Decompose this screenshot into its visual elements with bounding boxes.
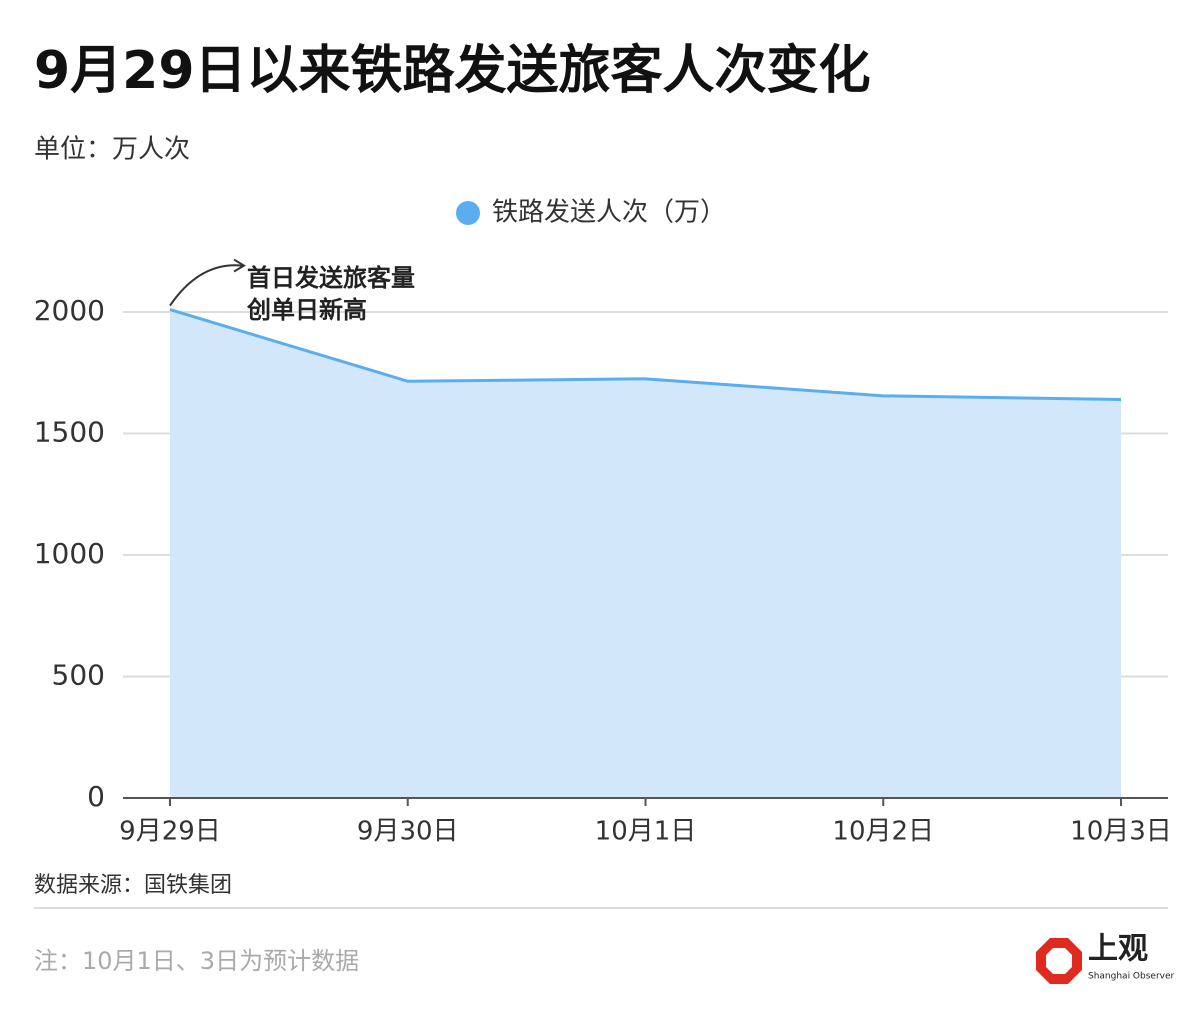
x-tick-label: 9月29日 (119, 817, 221, 847)
source: 数据来源：国铁集团 (34, 873, 232, 898)
y-tick-label: 2000 (34, 294, 105, 327)
subtitle: 单位：万人次 (34, 135, 190, 165)
annotation-arrow (169, 264, 243, 307)
y-tick-label: 500 (52, 659, 105, 692)
x-tick-label: 9月30日 (357, 817, 459, 847)
legend (456, 201, 480, 225)
y-tick-label: 0 (87, 780, 105, 813)
logo-icon-inner (1046, 948, 1072, 974)
y-tick-label: 1500 (34, 416, 105, 449)
annotation-arrowhead (233, 258, 246, 273)
area (170, 309, 1121, 798)
x-tick-label: 10月3日 (1070, 817, 1172, 847)
legend-label: 铁路发送人次（万） (492, 198, 726, 228)
logo-text: 上观 (1088, 932, 1148, 967)
x-tick-label: 10月2日 (832, 817, 934, 847)
note: 注：10月1日、3日为预计数据 (34, 947, 359, 975)
annotation: 首日发送旅客量 (247, 264, 415, 292)
x-tick-label: 10月1日 (595, 817, 697, 847)
logo-subtext: Shanghai Observer (1088, 972, 1175, 982)
chart-title: 9月29日以来铁路发送旅客人次变化 (34, 41, 871, 101)
y-tick-label: 1000 (34, 537, 105, 570)
legend-swatch (456, 201, 480, 225)
line (169, 308, 1122, 401)
annotation: 创单日新高 (246, 296, 367, 324)
